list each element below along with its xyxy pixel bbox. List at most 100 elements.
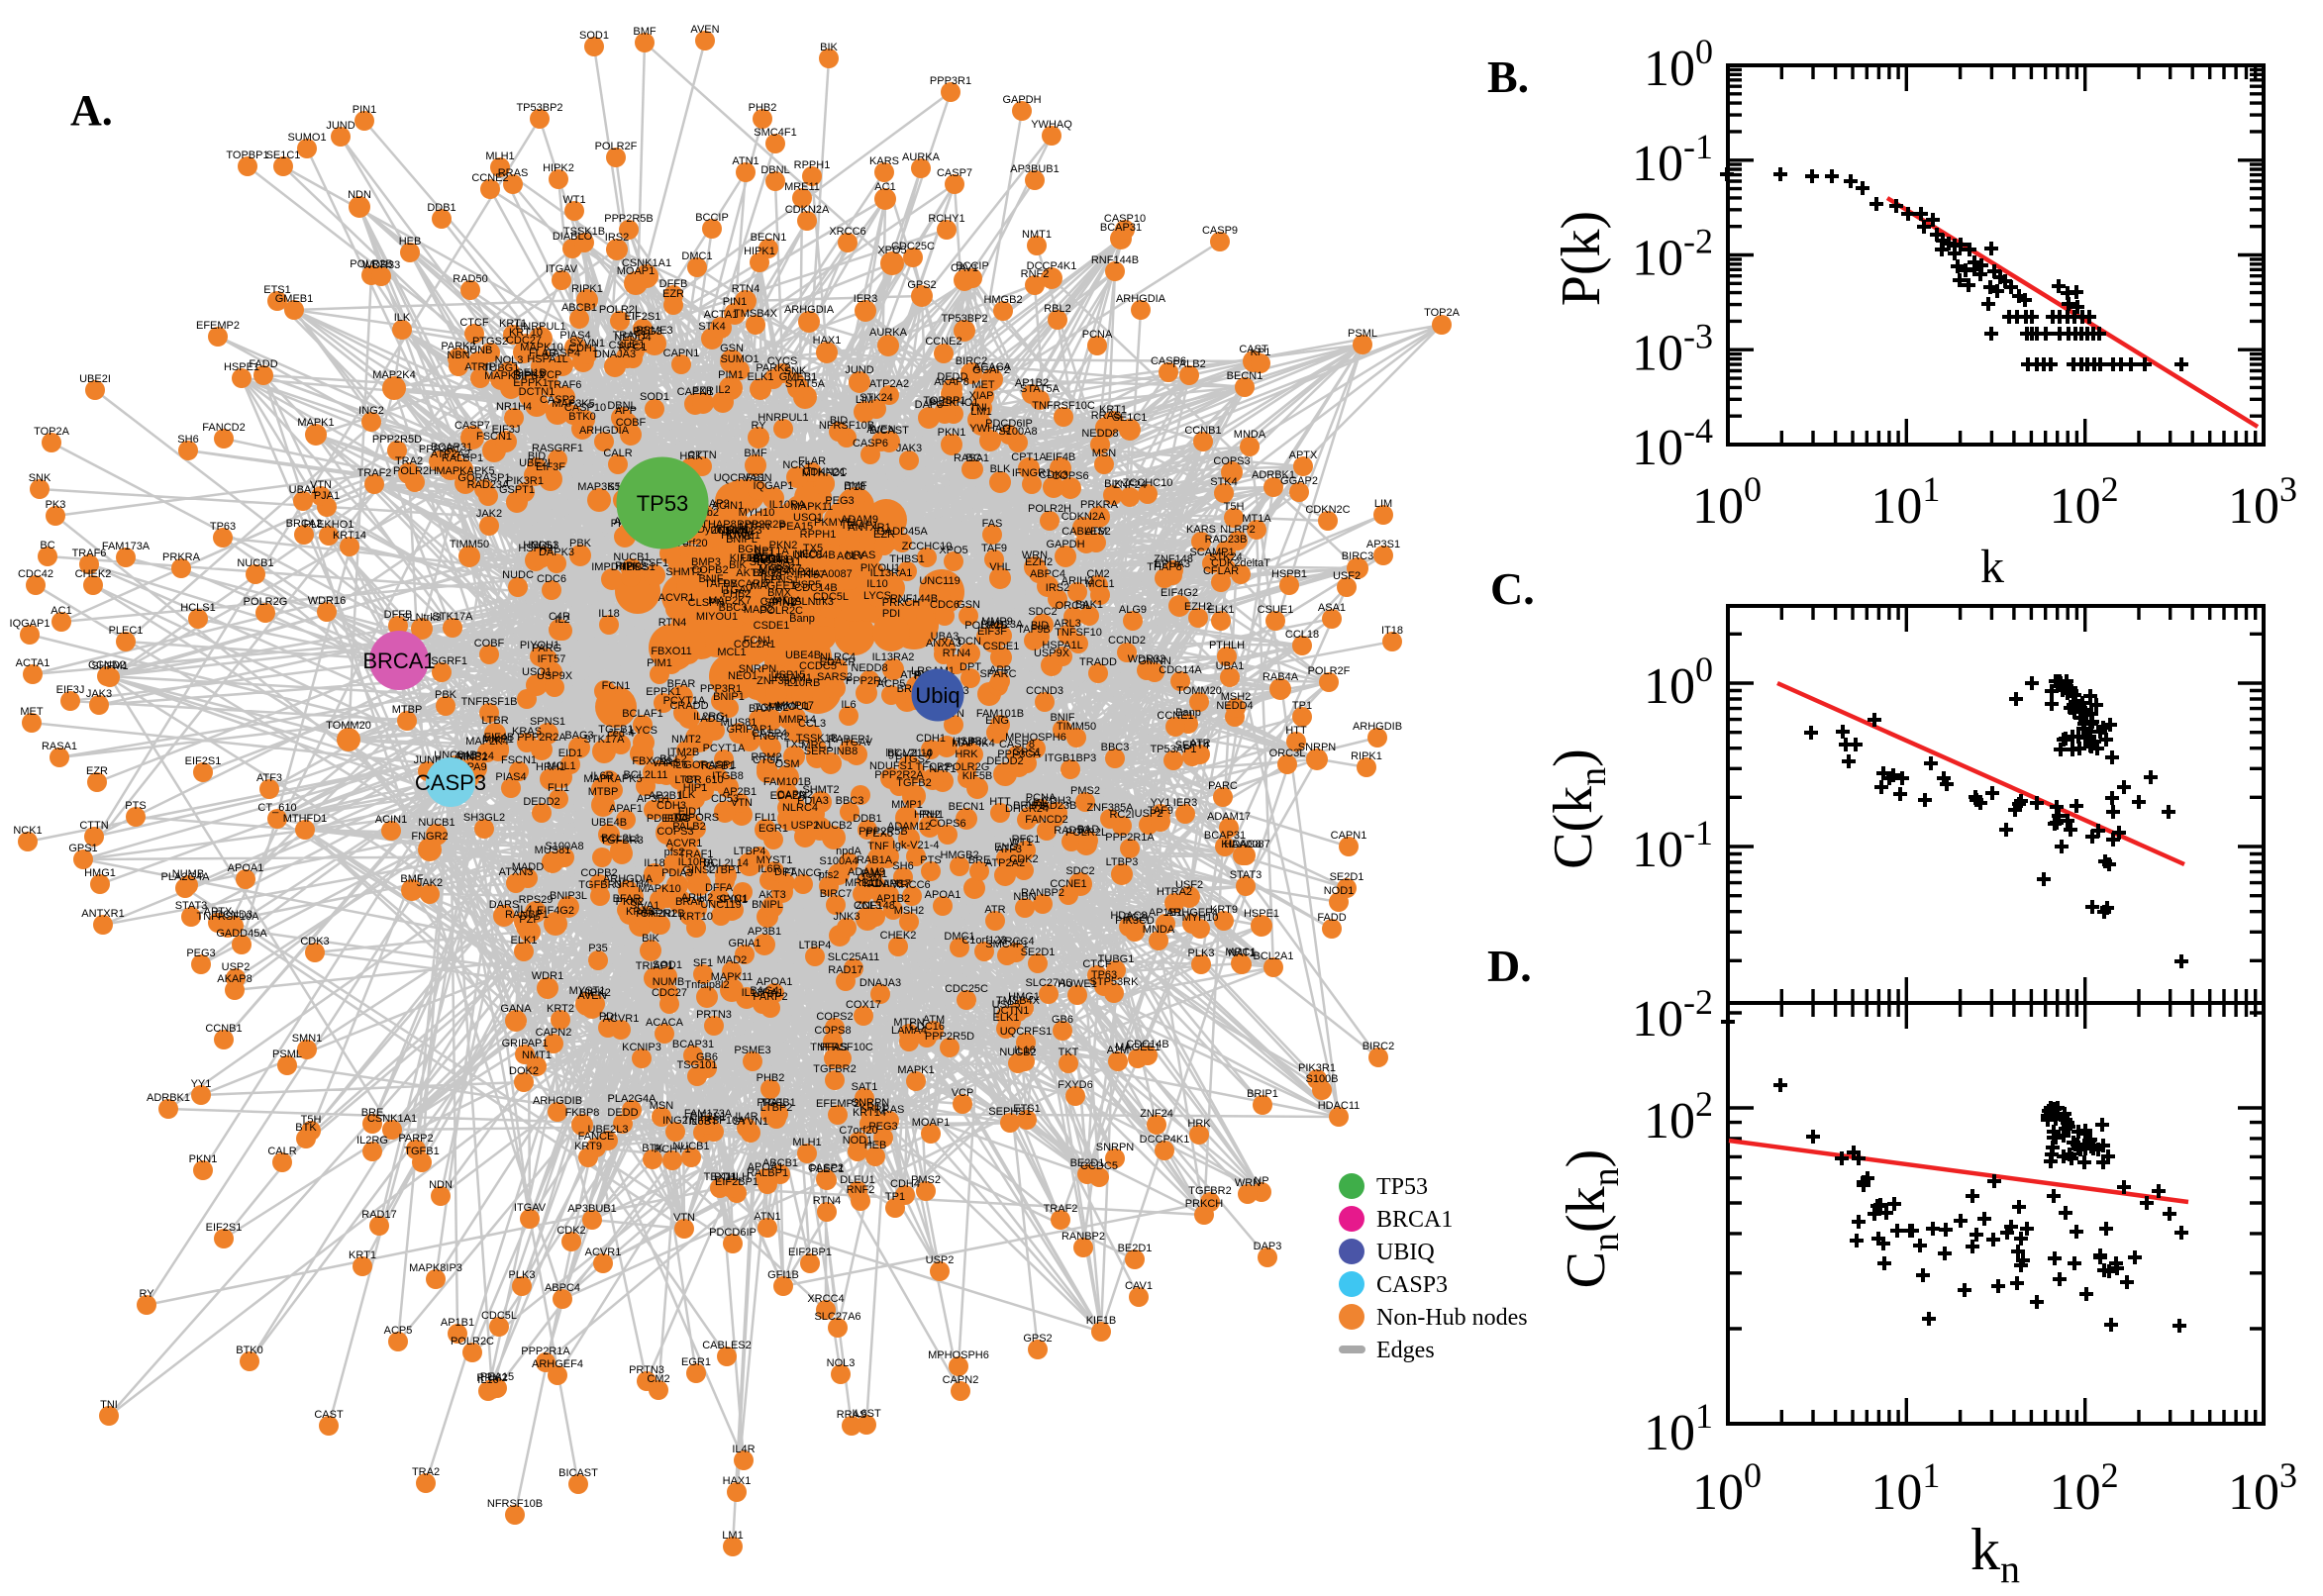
svg-text:MT1A: MT1A: [1242, 513, 1271, 525]
svg-text:BIRC2: BIRC2: [1363, 1041, 1394, 1052]
svg-text:Banp: Banp: [1175, 707, 1201, 719]
svg-text:TGFBR3: TGFBR3: [578, 879, 621, 891]
svg-text:IL18: IL18: [598, 608, 619, 620]
svg-text:MRE11: MRE11: [784, 181, 820, 193]
svg-text:DNAJA3: DNAJA3: [859, 977, 901, 989]
svg-text:BMF: BMF: [844, 480, 867, 492]
svg-text:FXYD6: FXYD6: [1058, 1079, 1092, 1091]
svg-text:ACVR1: ACVR1: [666, 838, 703, 849]
svg-text:PDI: PDI: [599, 1011, 617, 1023]
svg-text:NLRC4: NLRC4: [782, 802, 818, 814]
svg-text:UBE4B: UBE4B: [591, 817, 627, 829]
svg-text:DBNL: DBNL: [607, 400, 636, 412]
svg-text:COPS8: COPS8: [814, 1025, 851, 1037]
svg-text:SE1C1: SE1C1: [266, 150, 301, 161]
svg-text:PMS2: PMS2: [1070, 785, 1100, 797]
svg-text:RTN4: RTN4: [943, 648, 971, 659]
svg-text:NAT1: NAT1: [929, 763, 956, 775]
svg-text:NEDD4: NEDD4: [1216, 700, 1253, 712]
svg-text:GPS1: GPS1: [68, 843, 97, 854]
svg-text:BGN: BGN: [738, 544, 761, 555]
svg-text:TIMM50: TIMM50: [450, 539, 489, 550]
svg-text:PJA1: PJA1: [861, 868, 887, 880]
svg-text:DCCP4K1: DCCP4K1: [1027, 260, 1077, 272]
svg-text:ARHGDIA: ARHGDIA: [579, 425, 630, 437]
svg-text:C1orf123: C1orf123: [961, 935, 1006, 947]
svg-text:MMP14: MMP14: [778, 714, 816, 726]
svg-text:EIF4G2: EIF4G2: [537, 905, 574, 917]
svg-text:PPP2R1A: PPP2R1A: [1105, 832, 1155, 844]
svg-text:TUBG1: TUBG1: [1098, 953, 1135, 965]
svg-text:USP5: USP5: [992, 999, 1021, 1011]
svg-text:NEDD8: NEDD8: [851, 662, 887, 674]
svg-text:HSPA1L: HSPA1L: [1042, 640, 1082, 651]
svg-text:TNFRSF10A: TNFRSF10A: [683, 1115, 747, 1127]
svg-text:FADD: FADD: [1317, 912, 1346, 924]
svg-text:RAD50: RAD50: [453, 273, 487, 285]
svg-text:GAPDH: GAPDH: [1046, 539, 1084, 550]
svg-text:CD53: CD53: [711, 793, 739, 805]
svg-text:PPP2R4: PPP2R4: [846, 675, 887, 687]
svg-text:CDC25C: CDC25C: [945, 983, 988, 995]
svg-text:TP53BP2: TP53BP2: [941, 313, 987, 325]
svg-text:USP2: USP2: [791, 820, 820, 832]
svg-text:ELK1: ELK1: [1208, 604, 1235, 616]
svg-text:UBA3: UBA3: [931, 631, 960, 643]
svg-text:MNDA: MNDA: [1143, 924, 1175, 936]
svg-text:Banp: Banp: [789, 613, 815, 625]
svg-text:ACTA1: ACTA1: [16, 657, 50, 669]
svg-text:ARHGDIA: ARHGDIA: [603, 873, 654, 885]
svg-text:RNF144B: RNF144B: [890, 593, 938, 605]
svg-text:HMGB2: HMGB2: [983, 294, 1022, 306]
svg-text:MMP2: MMP2: [758, 564, 790, 576]
svg-text:MAPK1: MAPK1: [897, 1064, 934, 1076]
svg-text:CDC27: CDC27: [506, 335, 542, 347]
svg-text:NOD1: NOD1: [1324, 885, 1355, 897]
svg-text:TAF9B: TAF9B: [704, 578, 737, 590]
svg-text:DFFA: DFFA: [705, 882, 734, 894]
svg-text:CDK2: CDK2: [556, 1225, 585, 1237]
svg-text:CPT1A: CPT1A: [1011, 451, 1047, 463]
svg-text:HRK: HRK: [955, 748, 978, 760]
svg-text:BNIF: BNIF: [698, 573, 723, 585]
svg-text:PARG: PARG: [532, 643, 561, 654]
svg-text:k: k: [1980, 541, 2004, 593]
svg-text:MOAP1: MOAP1: [912, 1117, 951, 1129]
svg-text:CDKN2A: CDKN2A: [1061, 511, 1106, 523]
svg-text:AP1B2: AP1B2: [876, 893, 910, 905]
svg-text:TGFB1: TGFB1: [598, 724, 633, 736]
svg-text:Dynlrb2: Dynlrb2: [697, 524, 735, 536]
svg-text:RIPK1: RIPK1: [1351, 750, 1382, 762]
svg-text:CDK3: CDK3: [1039, 469, 1067, 481]
svg-text:SPNS1: SPNS1: [763, 574, 799, 586]
svg-text:ATF3: ATF3: [256, 772, 282, 784]
svg-text:ATN1: ATN1: [732, 155, 758, 167]
svg-text:ARHGEF4: ARHGEF4: [532, 1358, 583, 1370]
svg-text:NUCB1: NUCB1: [672, 1141, 709, 1152]
svg-text:BFAR: BFAR: [667, 678, 696, 690]
svg-text:NUCB1: NUCB1: [418, 817, 454, 829]
svg-text:TP53BP2: TP53BP2: [516, 102, 562, 114]
svg-text:CTCF: CTCF: [459, 317, 489, 329]
svg-text:VTN: VTN: [673, 1212, 695, 1224]
svg-text:APP: APP: [615, 405, 637, 417]
svg-text:EPPK1: EPPK1: [646, 686, 680, 698]
svg-text:Ubiq: Ubiq: [915, 683, 960, 708]
svg-text:TOPORS: TOPORS: [673, 812, 719, 824]
svg-text:KRAS: KRAS: [626, 906, 656, 918]
svg-text:KIAA0087: KIAA0087: [1221, 839, 1270, 850]
svg-text:ZNF148: ZNF148: [856, 900, 895, 912]
svg-text:CCL18: CCL18: [1285, 629, 1319, 641]
svg-text:EIF2S1: EIF2S1: [206, 1222, 243, 1234]
svg-text:ARIH2: ARIH2: [1061, 575, 1093, 587]
svg-text:APP: APP: [989, 664, 1011, 676]
svg-text:FAM101B: FAM101B: [976, 708, 1024, 720]
svg-text:MSN: MSN: [1092, 448, 1117, 459]
svg-text:CDC14B: CDC14B: [794, 582, 837, 594]
svg-text:CALR: CALR: [267, 1146, 296, 1157]
svg-text:PRKRA: PRKRA: [162, 551, 201, 563]
svg-text:PHB2: PHB2: [723, 588, 752, 600]
svg-text:CDK2deltaT: CDK2deltaT: [1211, 557, 1270, 569]
svg-text:DMC1: DMC1: [681, 250, 712, 262]
svg-text:CDC5L: CDC5L: [813, 591, 849, 603]
